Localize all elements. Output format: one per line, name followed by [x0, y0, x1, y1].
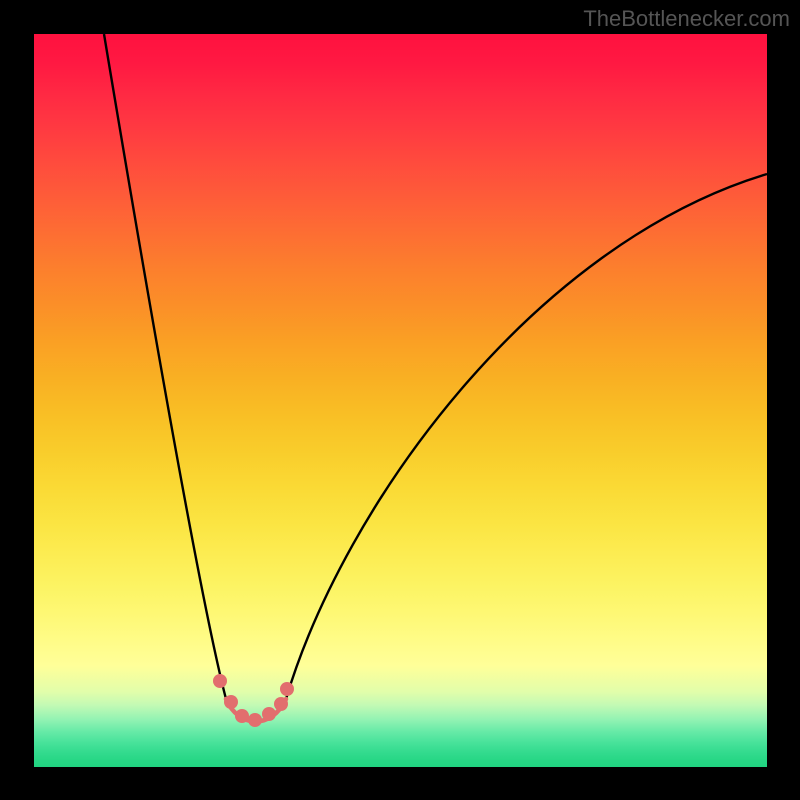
marker-point: [224, 695, 238, 709]
marker-point: [235, 709, 249, 723]
gradient-background: [34, 34, 767, 767]
chart-svg: [34, 34, 767, 767]
plot-area: [34, 34, 767, 767]
marker-point: [274, 697, 288, 711]
marker-point: [248, 713, 262, 727]
watermark-text: TheBottlenecker.com: [583, 6, 790, 32]
marker-point: [213, 674, 227, 688]
chart-container: TheBottlenecker.com: [0, 0, 800, 800]
marker-point: [280, 682, 294, 696]
marker-point: [262, 707, 276, 721]
